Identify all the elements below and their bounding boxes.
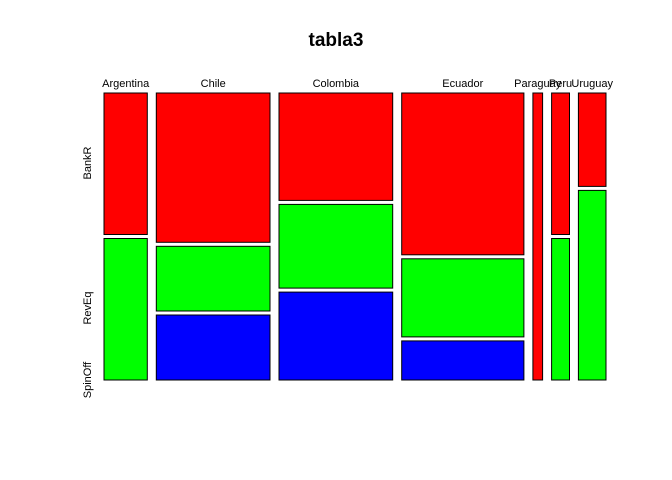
- mosaic-cell-uruguay-bankr: [577, 92, 607, 187]
- mosaic-cell-peru-bankr: [551, 92, 570, 235]
- mosaic-cell-colombia-spinoff: [278, 291, 394, 381]
- mosaic-cell-argentina-bankr: [103, 92, 148, 235]
- mosaic-cell-ecuador-reveq: [401, 258, 525, 338]
- mosaic-column-uruguay: Uruguay: [571, 78, 613, 381]
- mosaic-column-colombia: Colombia: [278, 78, 394, 381]
- mosaic-column-ecuador: Ecuador: [401, 78, 525, 381]
- mosaic-cell-ecuador-spinoff: [401, 340, 525, 381]
- x-tick-label-peru: Peru: [549, 78, 572, 90]
- mosaic-cell-ecuador-bankr: [401, 92, 525, 256]
- mosaic-column-argentina: Argentina: [102, 78, 150, 381]
- mosaic-cell-peru-reveq: [551, 238, 570, 381]
- mosaic-cell-colombia-bankr: [278, 92, 394, 201]
- x-tick-label-argentina: Argentina: [102, 78, 150, 90]
- mosaic-column-chile: Chile: [155, 78, 271, 381]
- y-tick-label-bankr: BankR: [82, 146, 94, 179]
- y-tick-label-spinoff: SpinOff: [82, 361, 94, 398]
- x-tick-label-colombia: Colombia: [313, 78, 360, 90]
- x-tick-label-chile: Chile: [201, 78, 226, 90]
- chart-title: tabla3: [308, 30, 364, 51]
- mosaic-cell-argentina-reveq: [103, 238, 148, 381]
- x-tick-label-paraguay: Paraguay: [514, 78, 562, 90]
- mosaic-cell-chile-reveq: [155, 245, 271, 312]
- mosaic-cell-uruguay-reveq: [577, 189, 607, 381]
- x-tick-label-ecuador: Ecuador: [442, 78, 483, 90]
- mosaic-cell-colombia-reveq: [278, 203, 394, 289]
- x-tick-label-uruguay: Uruguay: [571, 78, 613, 90]
- mosaic-column-paraguay: Paraguay: [514, 78, 562, 381]
- mosaic-cell-chile-bankr: [155, 92, 271, 243]
- mosaic-cell-paraguay-bankr: [532, 92, 544, 381]
- y-tick-label-reveq: RevEq: [82, 291, 94, 324]
- mosaic-cell-chile-spinoff: [155, 314, 271, 381]
- mosaic-column-peru: Peru: [549, 78, 572, 381]
